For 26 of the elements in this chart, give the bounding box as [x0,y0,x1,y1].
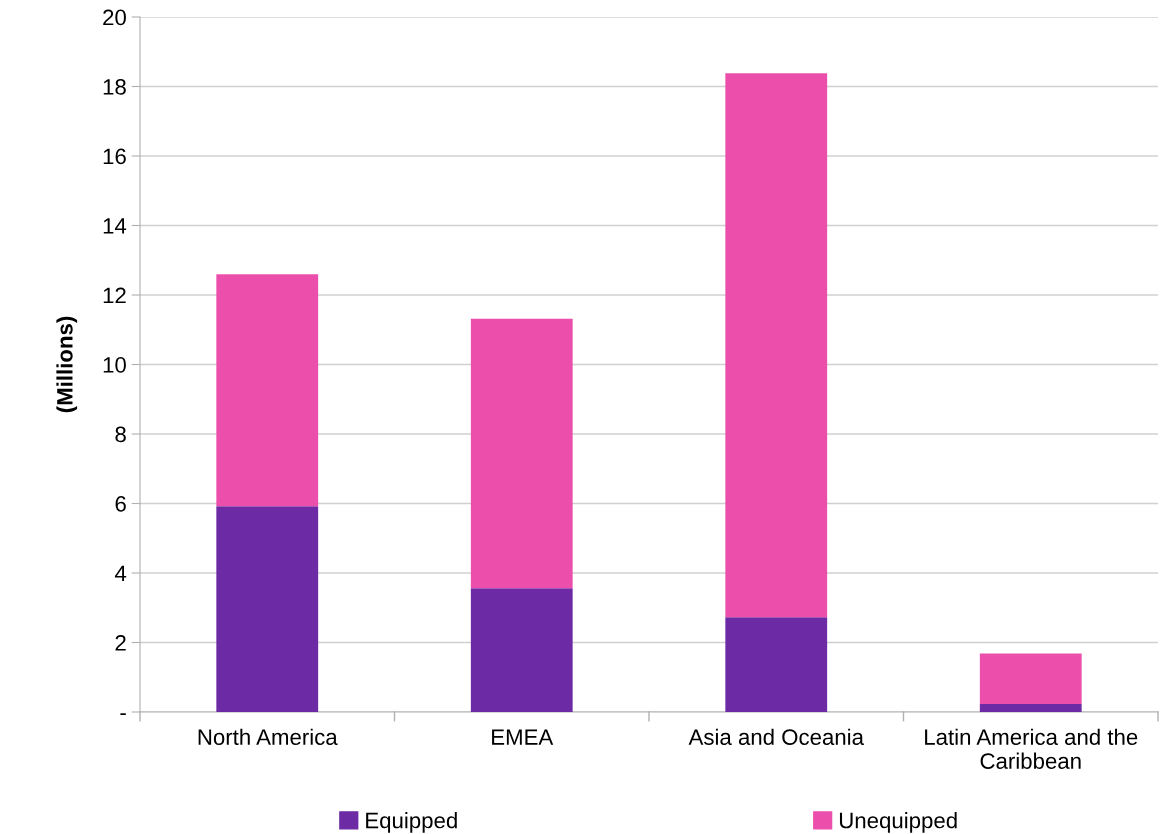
x-tick-label: Asia and Oceania [688,728,864,745]
y-axis-title: (Millions) [56,316,78,413]
bar [725,617,828,712]
y-tick-label: 12 [103,287,126,304]
y-tick-label: 6 [115,496,126,512]
bar [216,506,319,712]
x-tick-label: North America [198,728,338,745]
y-tick-label: 10 [103,357,126,373]
y-tick-label: - [120,713,126,716]
y-tick-label: 16 [103,148,126,165]
bar [216,274,319,507]
y-tick-label: 14 [103,218,127,234]
x-tick-label: EMEA [492,729,554,745]
y-tick-label: 4 [114,565,127,582]
bar [470,588,573,712]
legend-label: Unequipped [839,812,957,833]
bar [470,318,573,589]
y-tick-label: 8 [115,426,126,443]
y-tick-label: 20 [103,9,126,26]
y-tick-label: 18 [103,79,126,95]
y-tick-label: 2 [115,635,126,651]
bar [725,73,828,618]
bar [979,653,1082,705]
x-tick-label: Latin America and the Caribbean [925,728,1138,769]
legend-label: Equipped [366,812,457,833]
bar [979,704,1082,712]
